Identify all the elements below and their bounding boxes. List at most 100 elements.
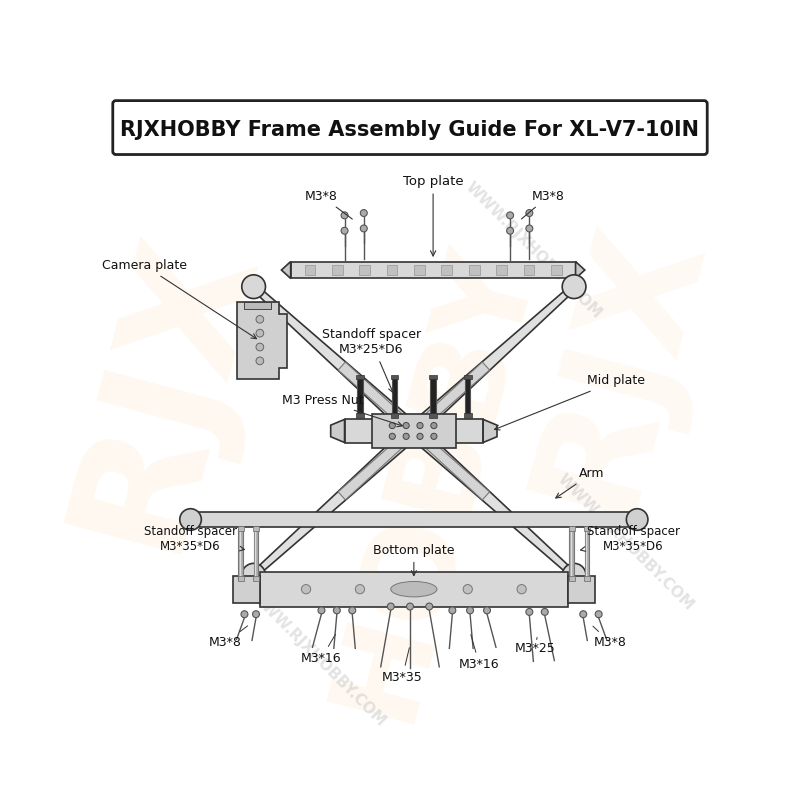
- Bar: [569, 577, 574, 581]
- Circle shape: [410, 585, 418, 594]
- Bar: [442, 265, 452, 275]
- Circle shape: [580, 610, 586, 618]
- Circle shape: [542, 609, 548, 615]
- Bar: [371, 414, 456, 448]
- Bar: [359, 265, 370, 275]
- Bar: [190, 512, 637, 527]
- Bar: [585, 529, 590, 578]
- Bar: [414, 265, 425, 275]
- Bar: [238, 526, 244, 531]
- Polygon shape: [410, 362, 490, 434]
- Bar: [464, 414, 472, 418]
- Bar: [254, 529, 258, 578]
- Circle shape: [341, 227, 348, 234]
- FancyBboxPatch shape: [113, 101, 707, 154]
- Circle shape: [562, 563, 586, 587]
- Circle shape: [256, 330, 264, 337]
- Circle shape: [430, 434, 437, 439]
- Polygon shape: [330, 419, 345, 442]
- Bar: [345, 419, 483, 442]
- Circle shape: [242, 275, 266, 298]
- Polygon shape: [410, 427, 490, 500]
- Circle shape: [387, 603, 394, 610]
- Bar: [260, 572, 568, 606]
- Text: M3*8: M3*8: [305, 190, 352, 219]
- Bar: [584, 526, 590, 531]
- Bar: [430, 414, 437, 418]
- Bar: [465, 377, 470, 415]
- Polygon shape: [409, 284, 576, 437]
- Circle shape: [390, 422, 395, 429]
- Bar: [233, 576, 260, 602]
- Text: M3*16: M3*16: [301, 634, 342, 665]
- Circle shape: [526, 225, 533, 232]
- Circle shape: [466, 607, 474, 614]
- Text: Standoff spacer
M3*25*D6: Standoff spacer M3*25*D6: [322, 328, 421, 393]
- Text: M3*25: M3*25: [515, 638, 556, 655]
- Circle shape: [430, 422, 437, 429]
- Bar: [390, 414, 398, 418]
- Polygon shape: [483, 419, 497, 442]
- Text: M3*8: M3*8: [522, 190, 565, 219]
- Text: M3 Press Nut: M3 Press Nut: [282, 394, 402, 426]
- Circle shape: [526, 609, 533, 615]
- Bar: [358, 377, 362, 415]
- Polygon shape: [338, 427, 417, 500]
- Circle shape: [242, 563, 266, 587]
- Circle shape: [403, 434, 410, 439]
- Text: Standoff spacer
M3*35*D6: Standoff spacer M3*35*D6: [581, 525, 680, 553]
- Text: Camera plate: Camera plate: [102, 259, 257, 338]
- Circle shape: [483, 607, 490, 614]
- Bar: [469, 265, 479, 275]
- Text: Bottom plate: Bottom plate: [373, 544, 454, 575]
- Bar: [245, 302, 271, 309]
- Text: Arm: Arm: [556, 467, 605, 498]
- Bar: [332, 265, 342, 275]
- Circle shape: [256, 343, 264, 351]
- Bar: [290, 262, 575, 278]
- Bar: [464, 374, 472, 379]
- Circle shape: [318, 607, 325, 614]
- Text: Standoff spacer
M3*35*D6: Standoff spacer M3*35*D6: [144, 525, 244, 553]
- Circle shape: [463, 585, 472, 594]
- Circle shape: [241, 610, 248, 618]
- Circle shape: [506, 227, 514, 234]
- Text: RJX: RJX: [508, 205, 728, 526]
- Text: M3*35: M3*35: [382, 648, 422, 684]
- Bar: [386, 265, 398, 275]
- Circle shape: [349, 607, 356, 614]
- Circle shape: [341, 212, 348, 219]
- Circle shape: [426, 603, 433, 610]
- Bar: [523, 265, 534, 275]
- Text: WWW.RJXHOBBY.COM: WWW.RJXHOBBY.COM: [554, 472, 697, 614]
- Text: Top plate: Top plate: [402, 175, 463, 256]
- Text: WWW.RJXHOBBY.COM: WWW.RJXHOBBY.COM: [462, 179, 604, 321]
- Bar: [496, 265, 507, 275]
- Text: M3*8: M3*8: [209, 626, 248, 650]
- Bar: [238, 577, 244, 581]
- Circle shape: [595, 610, 602, 618]
- Polygon shape: [338, 362, 417, 434]
- Ellipse shape: [390, 582, 437, 597]
- Polygon shape: [282, 262, 290, 278]
- Text: RJXHOBBY Frame Assembly Guide For XL-V7-10IN: RJXHOBBY Frame Assembly Guide For XL-V7-…: [121, 120, 699, 140]
- Circle shape: [417, 434, 423, 439]
- Bar: [253, 526, 259, 531]
- Circle shape: [253, 610, 259, 618]
- Bar: [568, 576, 595, 602]
- Circle shape: [334, 607, 340, 614]
- Bar: [253, 577, 259, 581]
- Text: WWW.RJXHOBBY.COM: WWW.RJXHOBBY.COM: [246, 587, 389, 729]
- Circle shape: [403, 422, 410, 429]
- Text: Mid plate: Mid plate: [494, 374, 645, 430]
- Polygon shape: [575, 262, 585, 278]
- Bar: [430, 374, 437, 379]
- Polygon shape: [251, 284, 419, 437]
- Bar: [356, 414, 364, 418]
- Bar: [570, 529, 574, 578]
- Text: M3*8: M3*8: [593, 626, 626, 650]
- Bar: [584, 577, 590, 581]
- Circle shape: [360, 210, 367, 217]
- Bar: [569, 526, 574, 531]
- Circle shape: [449, 607, 456, 614]
